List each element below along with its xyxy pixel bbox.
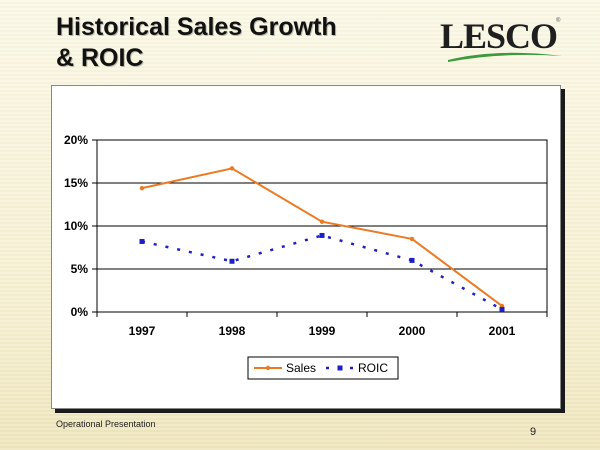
series-line-roic (141, 234, 503, 311)
data-point-sales (409, 236, 415, 242)
data-point-roic (499, 306, 505, 312)
legend-box (247, 356, 399, 380)
slide-title: Historical Sales Growth & ROIC (56, 12, 337, 74)
data-point-sales (319, 219, 325, 224)
logo-text: LESCO (440, 16, 558, 56)
footer-presentation-label: Operational Presentation (56, 419, 156, 429)
logo-swoosh-icon (448, 52, 562, 62)
data-point-roic (139, 238, 145, 244)
data-point-roic (229, 258, 235, 264)
legend-marker-sales (265, 365, 271, 371)
legend-marker-roic (337, 365, 343, 371)
slide-title-line-2: & ROIC (56, 44, 144, 72)
line-chart: 0% 5% 10% 15% 20% 1997 1998 1999 2000 2001 Sales R… (64, 133, 548, 380)
y-tick-label: 20% (64, 133, 88, 147)
legend-label-roic: ROIC (358, 361, 388, 375)
data-point-sales (229, 166, 235, 171)
y-tick-label: 0% (71, 305, 89, 319)
chart-panel: 0% 5% 10% 15% 20% 1997 1998 1999 2000 2001 Sales R… (51, 85, 561, 409)
data-point-roic (409, 257, 415, 263)
logo-registered-mark: ® (556, 18, 561, 24)
lesco-logo: LESCO ® (440, 16, 570, 64)
y-tick-label: 15% (64, 176, 88, 190)
x-tick-label: 1999 (309, 324, 336, 338)
x-tick-label: 1997 (129, 324, 156, 338)
x-tick-label: 1998 (219, 324, 246, 338)
slide-title-line-1: Historical Sales Growth (56, 13, 337, 41)
x-tick-label: 2000 (399, 324, 426, 338)
y-tick-label: 5% (71, 262, 89, 276)
y-tick-label: 10% (64, 219, 88, 233)
legend-label-sales: Sales (286, 361, 316, 375)
data-point-roic (319, 232, 325, 238)
page-number: 9 (530, 426, 537, 438)
data-point-sales (139, 185, 145, 191)
x-tick-label: 2001 (489, 324, 516, 338)
